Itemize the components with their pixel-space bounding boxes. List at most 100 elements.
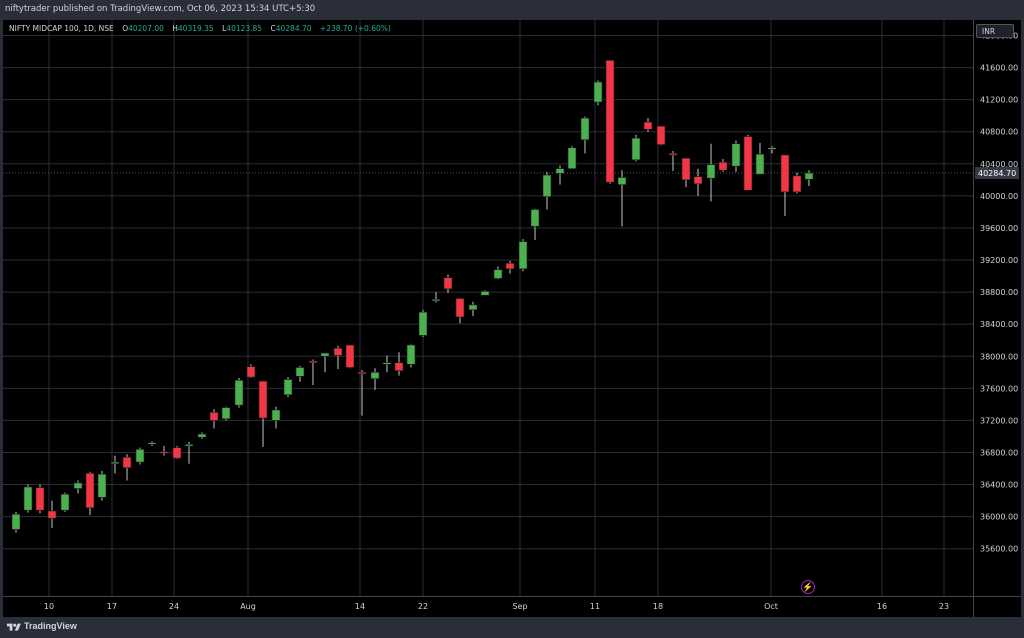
- candle-body: [555, 168, 565, 174]
- candle-body: [394, 362, 404, 371]
- y-tick-label: 35600.00: [980, 545, 1018, 554]
- candle-body: [493, 269, 503, 279]
- x-tick-label: 11: [590, 602, 600, 611]
- open-key: O: [122, 24, 129, 33]
- candle-body: [706, 164, 716, 179]
- candle-body: [617, 177, 627, 185]
- candle-body: [605, 60, 615, 183]
- x-tick-label: 17: [107, 602, 117, 611]
- candle-body: [159, 451, 169, 454]
- currency-button[interactable]: INR: [976, 24, 1014, 38]
- y-tick-label: 37600.00: [980, 384, 1018, 393]
- candle-body: [333, 347, 343, 356]
- x-tick-label: 22: [418, 602, 428, 611]
- candle-body: [295, 367, 305, 377]
- candle-body: [47, 510, 57, 519]
- candle-body: [35, 487, 45, 511]
- lightning-icon[interactable]: ⚡: [801, 580, 815, 594]
- candle-body: [85, 473, 95, 509]
- last-price-badge: [975, 167, 1019, 180]
- candle-body: [755, 153, 765, 175]
- y-tick-label: 40400.00: [980, 160, 1018, 169]
- candle-body: [792, 175, 802, 193]
- x-tick-label: Oct: [764, 602, 778, 611]
- candle-body: [209, 412, 219, 421]
- candle-body: [530, 209, 540, 227]
- candle-body: [110, 461, 120, 465]
- y-tick-label: 41600.00: [980, 64, 1018, 73]
- candle-body: [542, 174, 552, 197]
- x-tick-label: Aug: [240, 602, 256, 611]
- candle-body: [73, 482, 83, 489]
- y-tick-label: 41200.00: [980, 96, 1018, 105]
- chart-frame[interactable]: 35600.00 36000.00 36400.00 36800.00 37200.00…: [3, 20, 1021, 617]
- y-tick-label: 38400.00: [980, 320, 1018, 329]
- candle-body: [147, 442, 157, 445]
- y-tick-label: 39200.00: [980, 256, 1018, 265]
- tradingview-logo-icon: [6, 623, 21, 631]
- candle-body: [246, 366, 256, 378]
- high-value: 40319.35: [177, 24, 214, 33]
- x-tick-label: 16: [877, 602, 887, 611]
- publisher-caption: niftytrader published on TradingView.com…: [5, 4, 316, 14]
- candle-body: [382, 362, 392, 365]
- candle-body: [567, 147, 577, 169]
- candle-body: [308, 360, 318, 363]
- candle-body: [731, 143, 741, 167]
- x-tick-label: Sep: [512, 602, 527, 611]
- candle-body: [580, 117, 590, 141]
- candle-body: [60, 493, 70, 511]
- footer-bar: TradingView: [0, 617, 1024, 638]
- last-price-label: 40284.70: [978, 169, 1016, 178]
- open-value: 40207.00: [128, 24, 164, 33]
- candle-body: [23, 486, 33, 511]
- high-key: H: [172, 24, 178, 33]
- y-tick-label: 38000.00: [980, 352, 1018, 361]
- y-tick-label: 36400.00: [980, 481, 1018, 490]
- candle-body: [406, 344, 416, 365]
- x-tick-label: 23: [939, 602, 949, 611]
- candle-body: [455, 298, 465, 318]
- candle-body: [172, 447, 182, 459]
- candle-body: [593, 81, 603, 103]
- change-value: +238.70 (+0.60%): [319, 24, 391, 33]
- low-value: 40123.85: [226, 24, 263, 33]
- candle-body: [668, 153, 678, 156]
- y-tick-label: 40000.00: [980, 192, 1018, 201]
- candle-body: [97, 473, 107, 498]
- x-tick-label: 14: [355, 602, 365, 611]
- candle-body: [357, 371, 367, 375]
- candle-body: [518, 241, 528, 270]
- candle-body: [743, 136, 753, 191]
- symbol-legend: NIFTY MIDCAP 100, 1D, NSE O40207.00 H403…: [9, 24, 391, 33]
- x-tick-label: 24: [169, 602, 179, 611]
- candlestick-chart[interactable]: 35600.00 36000.00 36400.00 36800.00 37200.00…: [3, 20, 1021, 617]
- candle-body: [656, 125, 666, 145]
- candle-body: [643, 121, 653, 130]
- candle-body: [184, 444, 194, 447]
- candle-body: [271, 409, 281, 421]
- candle-body: [631, 137, 641, 161]
- candle-body: [681, 157, 691, 181]
- y-tick-label: 40800.00: [980, 128, 1018, 137]
- candle-body: [468, 304, 478, 311]
- candle-body: [11, 513, 21, 530]
- candle-body: [505, 262, 515, 270]
- x-tick-label: 18: [653, 602, 663, 611]
- candle-body: [780, 154, 790, 193]
- y-tick-label: 38800.00: [980, 288, 1018, 297]
- footer-brand: TradingView: [24, 621, 77, 631]
- low-key: L: [222, 24, 227, 33]
- symbol-name: NIFTY MIDCAP 100, 1D, NSE: [9, 24, 114, 33]
- candle-body: [221, 407, 231, 420]
- candle-body: [234, 380, 244, 406]
- candle-body: [693, 176, 703, 185]
- close-key: C: [270, 24, 276, 33]
- candle-body: [258, 380, 268, 419]
- candle-body: [122, 456, 132, 469]
- candle-body: [767, 147, 777, 150]
- candle-body: [418, 311, 428, 336]
- y-tick-label: 36800.00: [980, 448, 1018, 457]
- candle-body: [718, 161, 728, 171]
- candle-body: [431, 299, 441, 302]
